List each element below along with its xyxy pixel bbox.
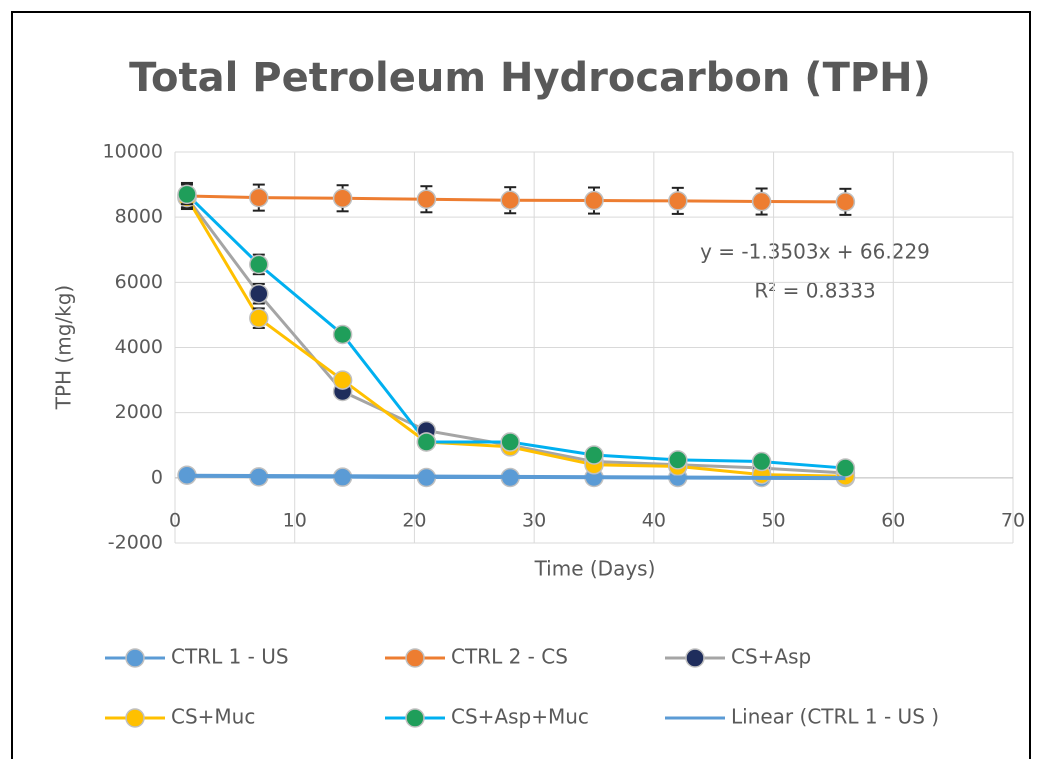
data-point	[584, 445, 604, 465]
data-point	[584, 190, 604, 211]
data-point	[249, 254, 269, 275]
legend-label: Linear (CTRL 1 - US )	[731, 705, 939, 729]
trend-equation: y = -1.3503x + 66.229	[700, 240, 930, 264]
data-point	[416, 432, 437, 452]
legend-marker	[125, 648, 145, 668]
legend-marker	[685, 648, 705, 668]
data-point	[332, 370, 353, 390]
data-point	[835, 192, 856, 212]
data-point	[500, 432, 520, 452]
x-tick-label: 70	[1001, 510, 1025, 532]
chart-title: Total Petroleum Hydrocarbon (TPH)	[129, 55, 931, 101]
x-tick-label: 10	[283, 510, 307, 532]
data-point	[249, 187, 269, 208]
data-point	[751, 451, 772, 472]
legend-label: CTRL 1 - US	[171, 645, 289, 669]
data-point	[332, 324, 353, 345]
x-tick-label: 20	[402, 510, 426, 532]
legend-label: CS+Asp+Muc	[451, 705, 589, 729]
y-tick-label: 10000	[103, 141, 163, 163]
y-tick-label: 8000	[115, 206, 163, 228]
data-point	[249, 308, 269, 328]
y-tick-label: -2000	[108, 532, 163, 554]
chart-frame	[11, 11, 1031, 759]
y-axis-label: TPH (mg/kg)	[52, 285, 76, 410]
data-point	[249, 283, 269, 304]
data-point	[177, 184, 197, 205]
x-tick-label: 40	[642, 510, 666, 532]
y-tick-label: 0	[151, 466, 163, 488]
x-tick-label: 30	[522, 510, 546, 532]
x-axis-label: Time (Days)	[534, 557, 656, 581]
data-point	[835, 458, 856, 478]
x-tick-label: 0	[169, 510, 181, 532]
legend-label: CS+Asp	[731, 645, 811, 669]
legend-marker	[125, 708, 145, 728]
x-tick-label: 60	[881, 510, 905, 532]
legend-label: CS+Muc	[171, 705, 255, 729]
trendline	[186, 473, 846, 481]
y-tick-label: 4000	[115, 336, 163, 358]
legend-label: CTRL 2 - CS	[451, 645, 568, 669]
data-point	[668, 191, 688, 211]
legend-marker	[405, 708, 425, 728]
data-point	[416, 189, 437, 209]
data-point	[332, 188, 353, 209]
data-point	[500, 190, 520, 210]
data-point	[751, 191, 772, 212]
legend-marker	[405, 648, 425, 668]
data-point	[668, 450, 688, 470]
y-tick-label: 6000	[115, 271, 163, 293]
y-tick-label: 2000	[115, 401, 163, 423]
x-tick-label: 50	[761, 510, 785, 532]
